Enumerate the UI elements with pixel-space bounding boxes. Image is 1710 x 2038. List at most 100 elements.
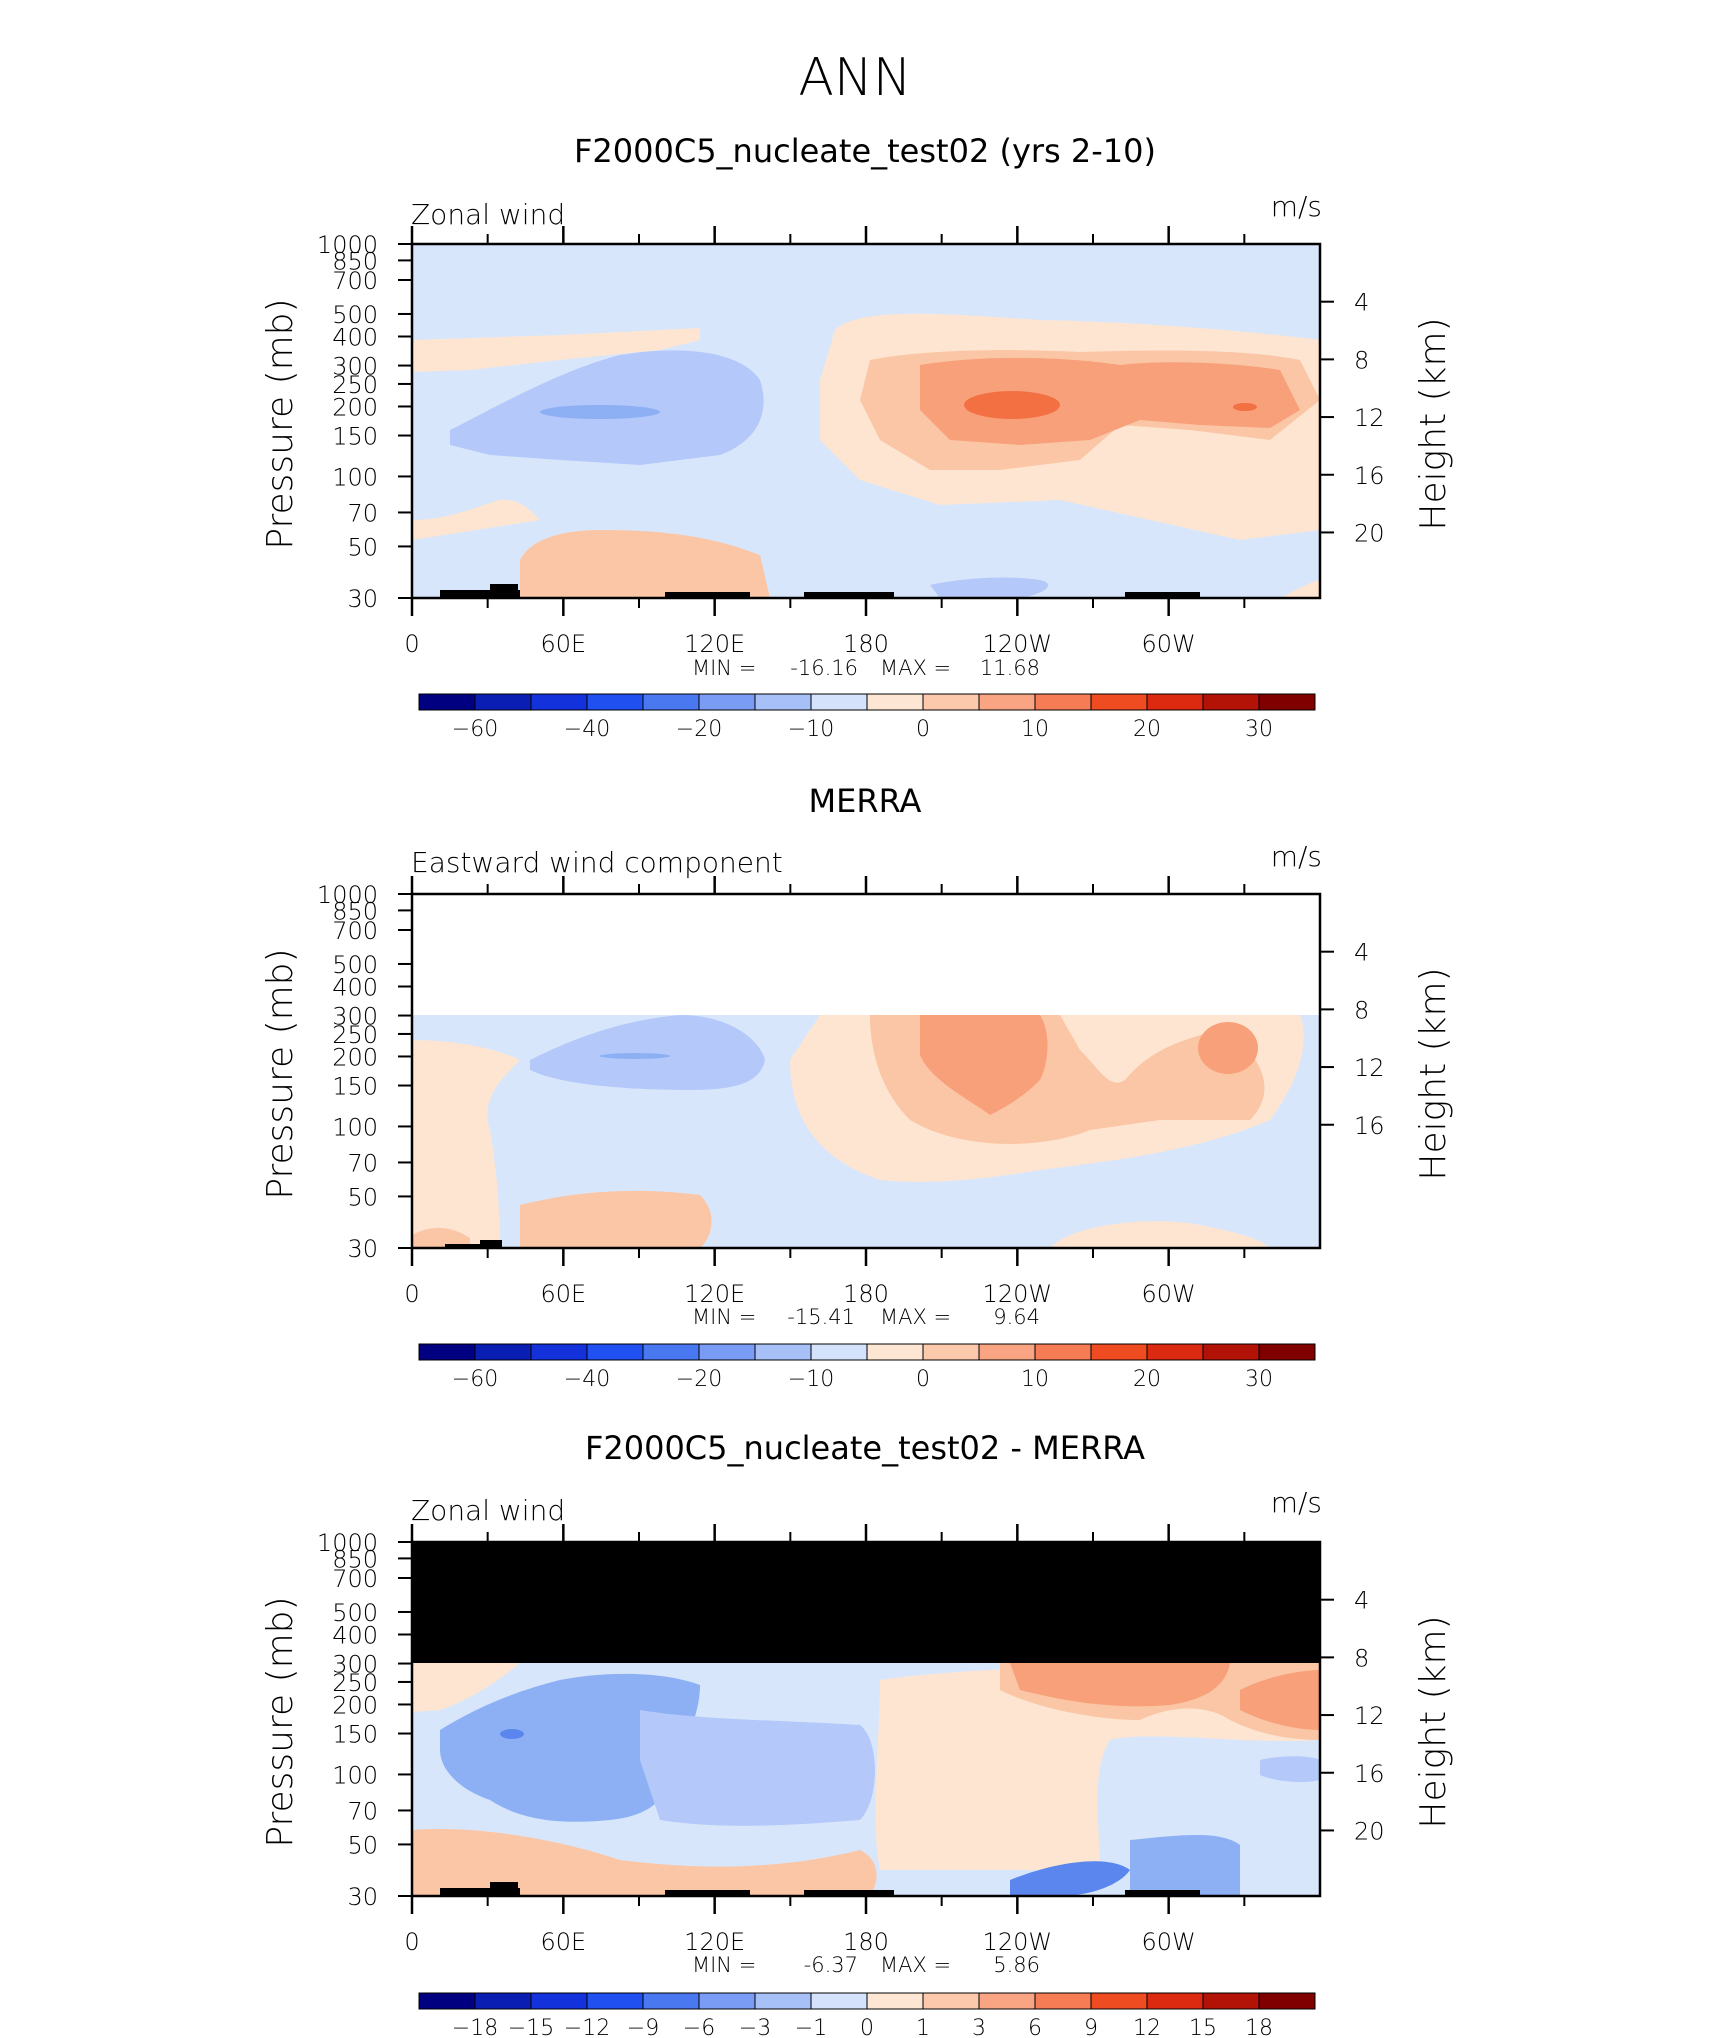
colorbar-swatch [922, 1343, 980, 1361]
y-tick-label: 250 [332, 1021, 378, 1049]
colorbar-label: 20 [1133, 717, 1161, 742]
colorbar-label: 6 [1028, 2016, 1042, 2038]
y-axis-title: Pressure (mb) [260, 1596, 301, 1847]
colorbar-swatch [642, 1992, 700, 2010]
y-tick-label: 100 [332, 463, 378, 491]
contour-peach3-far-east [1240, 1670, 1320, 1730]
x-tick-label: 180 [843, 630, 889, 658]
x-ticks: 0 60E 120E 180 120W 60W [404, 1524, 1246, 1956]
colorbar-swatch [1146, 693, 1204, 711]
colorbar-swatch [1146, 1992, 1204, 2010]
colorbar-label: −20 [676, 1367, 722, 1392]
colorbar-swatch [1034, 693, 1092, 711]
contour-lower-positive-east [1050, 1221, 1270, 1248]
y-tick-label: 50 [347, 1831, 378, 1859]
colorbar-swatch [1202, 1992, 1260, 2010]
colorbar-swatch [810, 1992, 868, 2010]
y-axis-title: Pressure (mb) [260, 948, 301, 1199]
colorbar-label: 3 [972, 2016, 986, 2038]
x-tick-label: 120W [983, 1928, 1053, 1956]
y-right-tick-label: 20 [1354, 519, 1385, 547]
colorbar-swatch [1090, 1992, 1148, 2010]
y-right-tick-label: 12 [1354, 1054, 1385, 1082]
y-tick-label: 300 [332, 1003, 378, 1031]
colorbar-swatch [866, 1343, 924, 1361]
colorbar-swatch [586, 693, 644, 711]
y-tick-label: 100 [332, 1113, 378, 1141]
colorbar-label: 0 [916, 1367, 930, 1392]
x-tick-label: 60E [540, 1280, 586, 1308]
colorbar-swatch [978, 693, 1036, 711]
y-tick-label: 500 [332, 1599, 378, 1627]
contour-lower-positive-east [1280, 580, 1320, 598]
y-tick-label: 500 [332, 301, 378, 329]
x-tick-label: 120E [684, 1928, 745, 1956]
x-tick-label: 60E [540, 1928, 586, 1956]
y-right-tick-label: 16 [1354, 462, 1385, 490]
x-tick-label: 0 [404, 1280, 419, 1308]
colorbar-label: 10 [1021, 1367, 1049, 1392]
colorbar-label: −15 [508, 2016, 554, 2038]
x-ticks: 0 60E 120E 180 120W 60W [404, 226, 1246, 658]
colorbar-label: 12 [1133, 2016, 1161, 2038]
y-right-tick-label: 12 [1354, 404, 1385, 432]
colorbar-swatch [810, 693, 868, 711]
y-tick-label: 400 [332, 1622, 378, 1650]
x-tick-label: 60E [540, 630, 586, 658]
contour-peach3-east [1198, 1022, 1258, 1074]
units-label: m/s [1271, 1486, 1322, 1519]
colorbar-label: −40 [564, 1367, 610, 1392]
colorbar-label: −10 [788, 1367, 834, 1392]
panel-title: MERRA [809, 782, 922, 820]
colorbar-label: 1 [916, 2016, 930, 2038]
colorbar-label: −9 [627, 2016, 659, 2038]
y-right-tick-label: 16 [1354, 1112, 1385, 1140]
contour-lower-left-patch [412, 1227, 470, 1248]
y-tick-label: 1000 [317, 881, 378, 909]
x-tick-label: 60W [1142, 1280, 1196, 1308]
colorbar-swatch [530, 693, 588, 711]
contour-field [412, 244, 1320, 598]
variable-label: Eastward wind component [411, 846, 783, 879]
y-tick-label: 1000 [317, 1529, 378, 1557]
y-right-tick-label: 4 [1354, 289, 1369, 317]
x-tick-label: 0 [404, 630, 419, 658]
x-tick-label: 180 [843, 1280, 889, 1308]
y-tick-label: 50 [347, 533, 378, 561]
y-right-tick-label: 8 [1354, 1644, 1369, 1672]
terrain [445, 1240, 502, 1248]
y-axis-right-title: Height (km) [1413, 967, 1454, 1180]
contour-peach3-core [920, 1015, 1048, 1115]
contour-field [412, 1663, 1320, 1896]
colorbar-label: 9 [1084, 2016, 1098, 2038]
y-tick-label: 400 [332, 324, 378, 352]
min-label: MIN = [692, 656, 756, 680]
y-tick-label: 200 [332, 393, 378, 421]
y-tick-label: 150 [332, 1073, 378, 1101]
y-right-tick-label: 20 [1354, 1817, 1385, 1845]
y-tick-label: 150 [332, 423, 378, 451]
units-label: m/s [1271, 840, 1322, 873]
colorbar-swatch [754, 1343, 812, 1361]
y-tick-label: 30 [347, 1235, 378, 1263]
colorbar-label: −18 [452, 2016, 498, 2038]
contour-lower-negative-east [1010, 1861, 1130, 1896]
y-tick-label: 250 [332, 371, 378, 399]
y-tick-label: 200 [332, 1043, 378, 1071]
y-axis-right-title: Height (km) [1413, 1615, 1454, 1828]
contour-lower-positive [412, 499, 540, 540]
y-tick-label: 50 [347, 1183, 378, 1211]
colorbar-swatch [754, 693, 812, 711]
colorbar-swatch [474, 1992, 532, 2010]
y-tick-label: 70 [347, 1797, 378, 1825]
y-tick-label: 70 [347, 499, 378, 527]
contour-lower-positive-africa [520, 530, 770, 598]
min-label: MIN = [692, 1953, 756, 1977]
contour-right-negative [1260, 1756, 1320, 1783]
contour-positive-upper-left [412, 328, 700, 372]
terrain [440, 1882, 1200, 1896]
contour-min-core [600, 1053, 670, 1059]
contour-min-core [500, 1729, 524, 1739]
panel-title: F2000C5_nucleate_test02 - MERRA [585, 1429, 1145, 1467]
